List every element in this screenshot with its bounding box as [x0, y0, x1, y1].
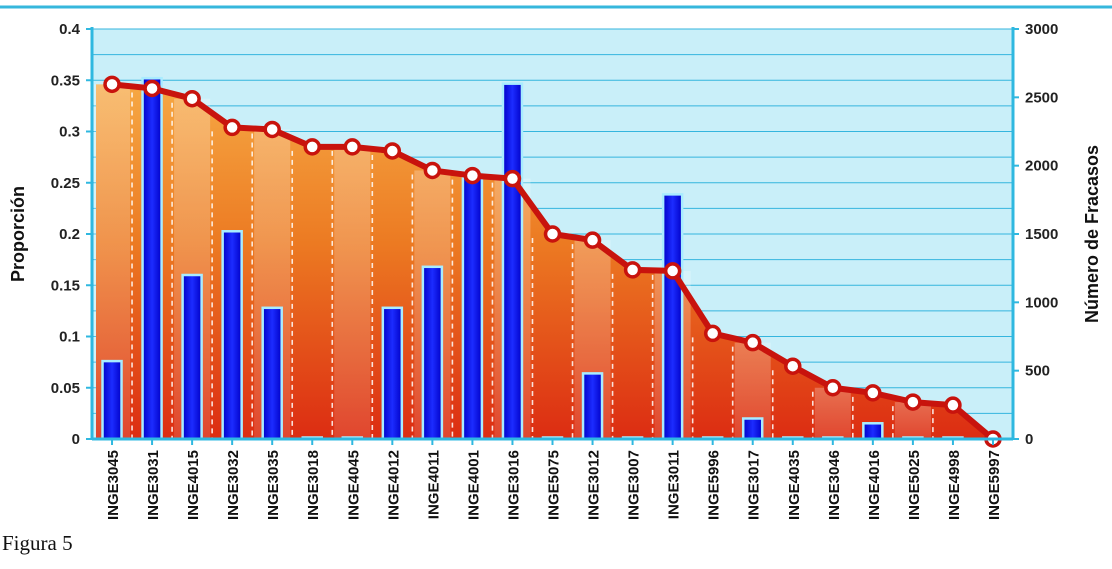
x-tick-label: INGE4045 — [345, 450, 362, 520]
axes — [86, 27, 1019, 445]
x-tick-label: INGE5075 — [546, 450, 563, 520]
x-tick-label: INGE4998 — [946, 450, 963, 520]
y-tick-label: 0.4 — [59, 21, 81, 38]
bar-inge3035 — [261, 306, 283, 441]
axis-labels: 0 0.05 0.1 0.15 0.2 0.25 0.3 0.35 0.4 0 500 1000 150… — [51, 21, 1059, 520]
bar-inge3016 — [501, 82, 524, 441]
bar-inge3017 — [741, 417, 764, 441]
marker-inge4998 — [944, 396, 962, 414]
bar-inge3011 — [661, 193, 684, 441]
y2-tick-label: 2000 — [1025, 158, 1058, 175]
marker-inge5075 — [543, 225, 562, 243]
marker-inge5996 — [703, 324, 722, 343]
x-tick-label: INGE3031 — [145, 450, 162, 520]
y2-tick-label: 3000 — [1025, 21, 1058, 38]
x-tick-label: INGE3016 — [505, 450, 522, 520]
bar-inge4011 — [421, 265, 444, 441]
x-tick-label: INGE4011 — [425, 450, 442, 519]
marker-inge3045 — [103, 75, 121, 94]
x-tick-label: INGE4016 — [866, 450, 883, 520]
bar-inge4001 — [461, 172, 484, 441]
y-tick-label: 0.1 — [59, 329, 80, 346]
x-tick-label: INGE5996 — [706, 450, 723, 520]
x-tick-label: INGE3007 — [626, 450, 643, 520]
x-tick-label: INGE4012 — [385, 450, 402, 520]
y2-tick-label: 1500 — [1025, 226, 1058, 243]
bar-inge3031 — [141, 76, 163, 441]
bar-inge3045 — [101, 359, 123, 441]
x-tick-label: INGE3018 — [305, 450, 322, 520]
marker-inge4045 — [343, 138, 362, 156]
x-tick-label: INGE4015 — [185, 450, 202, 520]
figure-caption: Figura 5 — [2, 531, 73, 555]
y-tick-label: 0.35 — [51, 72, 80, 89]
bar-inge4012 — [381, 306, 404, 441]
y-tick-label: 0.25 — [51, 175, 80, 192]
marker-inge3032 — [223, 118, 241, 137]
marker-inge3018 — [303, 138, 321, 156]
x-tick-label: INGE4035 — [786, 450, 803, 520]
area-band — [334, 146, 371, 439]
marker-inge4001 — [463, 166, 482, 185]
y-tick-label: 0.3 — [59, 124, 80, 141]
y2-tick-label: 0 — [1025, 431, 1033, 448]
x-tick-label: INGE3032 — [225, 450, 242, 520]
x-tick-label: INGE3011 — [666, 450, 683, 519]
y-axis-title: Proporción — [8, 186, 28, 282]
y2-tick-label: 500 — [1025, 363, 1050, 380]
marker-inge3012 — [583, 231, 602, 249]
x-tick-label: INGE3017 — [746, 450, 763, 520]
y2-tick-label: 2500 — [1025, 89, 1058, 106]
y-tick-label: 0.2 — [59, 226, 80, 243]
proportion-line — [103, 75, 1002, 448]
marker-inge4012 — [383, 142, 402, 160]
x-tick-label: INGE3012 — [586, 450, 603, 520]
marker-inge4015 — [183, 89, 201, 108]
marker-inge4035 — [784, 357, 802, 375]
x-tick-label: INGE3046 — [826, 450, 843, 520]
marker-inge3016 — [503, 169, 522, 188]
area-fill — [96, 84, 993, 439]
marker-inge4011 — [423, 161, 442, 180]
y2-axis-title: Número de Fracasos — [1082, 145, 1102, 323]
bar-inge3032 — [221, 230, 243, 441]
bar-inge4016 — [862, 422, 884, 441]
marker-inge5025 — [904, 393, 922, 411]
bar-inge4015 — [181, 273, 203, 441]
x-tick-label: INGE5025 — [906, 450, 923, 520]
marker-inge3017 — [743, 333, 762, 352]
y-tick-label: 0.15 — [51, 277, 80, 294]
bar-inge3012 — [581, 372, 604, 441]
y-tick-label: 0 — [72, 431, 80, 448]
x-tick-label: INGE5997 — [986, 450, 1003, 520]
marker-inge3035 — [263, 120, 281, 139]
marker-inge3007 — [623, 261, 642, 279]
y-tick-label: 0.05 — [51, 380, 80, 397]
marker-inge3031 — [143, 79, 161, 98]
marker-inge4016 — [864, 384, 882, 402]
marker-inge3046 — [824, 379, 842, 397]
x-tick-label: INGE3035 — [265, 450, 282, 520]
x-tick-label: INGE4001 — [465, 450, 482, 520]
marker-inge3011 — [663, 262, 682, 280]
y2-tick-label: 1000 — [1025, 294, 1058, 311]
x-tick-label: INGE3045 — [105, 450, 122, 520]
